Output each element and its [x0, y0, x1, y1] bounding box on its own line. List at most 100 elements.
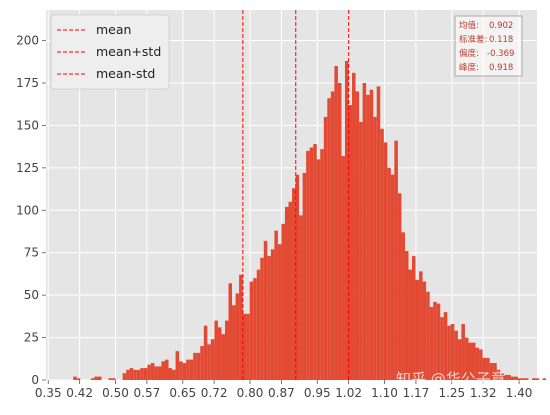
histogram-bar	[97, 376, 102, 380]
histogram-bar	[464, 337, 469, 380]
histogram-bar	[136, 369, 141, 380]
histogram-bar	[510, 376, 515, 380]
x-tick-label: 0.35	[35, 386, 62, 400]
histogram-bar	[390, 174, 395, 380]
histogram-bar	[316, 159, 321, 380]
histogram-bar	[380, 128, 384, 380]
legend-label-mean-minus-std: mean-std	[96, 66, 155, 81]
histogram-bar	[344, 60, 349, 381]
histogram-bar	[376, 86, 381, 380]
histogram-bar	[496, 369, 501, 380]
histogram-bar	[232, 305, 236, 380]
histogram-bar	[263, 240, 268, 380]
histogram-bar	[154, 366, 158, 380]
histogram-bar	[348, 105, 353, 380]
stats-label-std: 标准差:	[459, 34, 487, 45]
histogram-bar	[224, 320, 229, 380]
stats-label-skew: 偏度:	[459, 48, 479, 59]
histogram-bar	[175, 351, 180, 380]
histogram-bar	[429, 307, 434, 380]
histogram-bar	[320, 149, 324, 380]
histogram-bar	[246, 313, 250, 380]
histogram-bar	[242, 313, 247, 380]
histogram-bar	[475, 347, 480, 380]
histogram-bar	[129, 368, 134, 380]
histogram-bar	[531, 378, 536, 380]
histogram-bar	[514, 376, 518, 380]
legend-frame	[50, 14, 170, 90]
y-tick-label: 0	[31, 373, 39, 387]
histogram-bar	[295, 174, 300, 380]
histogram-bar	[270, 249, 275, 380]
histogram-bar	[482, 357, 487, 380]
histogram-bar	[454, 330, 458, 380]
histogram-bar	[313, 144, 317, 380]
histogram-bar	[394, 140, 398, 380]
histogram-bar	[200, 346, 204, 380]
histogram-bar	[299, 215, 303, 380]
histogram-bar	[172, 369, 176, 380]
histogram-bar	[352, 72, 356, 381]
x-tick-label: 1.10	[371, 386, 398, 400]
legend-label-mean: mean	[96, 22, 131, 37]
histogram-bar	[341, 155, 345, 380]
histogram-bar	[517, 378, 522, 380]
histogram-bar	[426, 291, 430, 380]
histogram-bar	[401, 232, 405, 380]
histogram-bar	[182, 363, 187, 380]
x-tick-label: 1.02	[335, 386, 362, 400]
histogram-bar	[440, 317, 444, 380]
y-axis-ticks: 0 25 50 75 100 125 150 175 200	[16, 34, 46, 387]
histogram-bar	[284, 206, 289, 380]
histogram-bar	[337, 82, 342, 380]
histogram-bar	[507, 374, 511, 380]
histogram-bar	[150, 363, 155, 380]
histogram-bar	[489, 363, 494, 380]
histogram-bar	[228, 283, 233, 380]
stats-frame	[454, 15, 523, 77]
histogram-bar	[521, 378, 525, 380]
histogram-bar	[210, 339, 215, 380]
histogram-bar	[164, 359, 169, 380]
histogram-bar	[161, 361, 165, 380]
histogram-bar	[274, 230, 278, 380]
histogram-bar	[412, 256, 416, 380]
legend: mean mean+std mean-std	[50, 14, 170, 90]
y-tick-label: 100	[16, 203, 39, 217]
x-tick-label: 0.80	[237, 386, 264, 400]
histogram-bar	[436, 303, 441, 380]
histogram-bar	[235, 293, 240, 380]
x-tick-label: 1.17	[403, 386, 430, 400]
histogram-bar	[112, 378, 116, 380]
histogram-bar	[94, 376, 98, 380]
histogram-bar	[397, 193, 402, 380]
y-tick-label: 125	[16, 161, 39, 175]
histogram-bar	[468, 342, 473, 380]
histogram-bar	[288, 201, 293, 380]
x-tick-label: 0.72	[201, 386, 228, 400]
histogram-bar	[327, 98, 331, 380]
histogram-bar	[256, 269, 261, 380]
histogram-bar	[133, 369, 137, 380]
histogram-bar	[450, 323, 455, 380]
y-tick-label: 150	[16, 118, 39, 132]
stats-box: 均值: 0.902 标准差: 0.118 偏度: -0.369 峰度: 0.91…	[454, 15, 523, 77]
histogram-bar	[239, 274, 243, 380]
histogram-bar	[217, 327, 222, 380]
stats-value-mean: 0.902	[489, 21, 513, 31]
histogram-bar	[292, 188, 296, 380]
histogram-bar	[221, 334, 225, 380]
histogram-bar	[479, 349, 483, 380]
histogram-bar	[249, 281, 254, 380]
histogram-bar	[447, 325, 451, 380]
histogram-bar	[422, 281, 427, 380]
histogram-bar	[179, 361, 183, 380]
histogram-bar	[108, 378, 113, 380]
stats-value-skew: -0.369	[487, 49, 514, 59]
y-tick-label: 75	[24, 246, 39, 260]
x-tick-label: 0.65	[169, 386, 196, 400]
histogram-bar	[486, 357, 490, 380]
histogram-bar	[122, 373, 127, 380]
histogram-bar	[309, 147, 314, 380]
